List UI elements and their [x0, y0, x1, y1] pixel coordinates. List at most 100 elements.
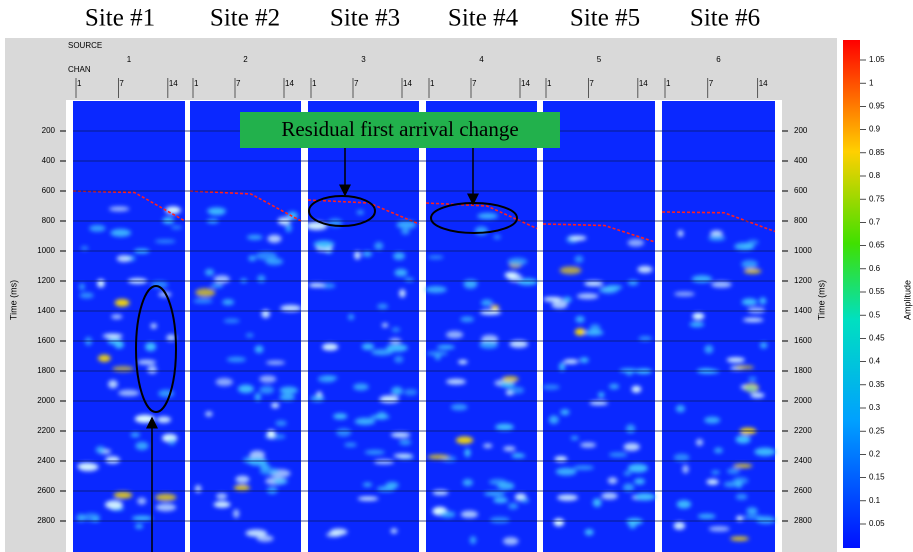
- blob: [195, 288, 216, 297]
- source-number: 4: [479, 55, 484, 64]
- blob: [272, 478, 288, 485]
- blob: [633, 478, 646, 485]
- site-label: Site #4: [448, 5, 519, 32]
- blob: [455, 436, 474, 445]
- texture: [673, 230, 776, 541]
- blob: [727, 468, 740, 475]
- blob: [759, 297, 767, 305]
- blob: [390, 528, 398, 534]
- blob: [704, 416, 721, 424]
- blob: [257, 274, 266, 283]
- chan-tick: 14: [169, 79, 178, 88]
- blob: [266, 486, 278, 494]
- site-label: Site #5: [570, 5, 640, 32]
- blob: [584, 528, 594, 536]
- blob: [271, 402, 280, 409]
- blob: [691, 275, 713, 283]
- time-label-right: Time (ms): [816, 280, 826, 320]
- site-label: Site #6: [690, 5, 760, 32]
- blob: [374, 459, 394, 465]
- blob: [754, 447, 776, 457]
- blob: [255, 251, 277, 261]
- blob: [135, 441, 149, 451]
- texture: [193, 207, 302, 542]
- blob: [394, 268, 408, 277]
- blob: [79, 292, 94, 299]
- blob: [396, 220, 417, 229]
- blob: [267, 234, 282, 243]
- blob: [542, 384, 560, 390]
- blob: [265, 257, 284, 266]
- blob: [130, 432, 141, 438]
- blob: [362, 250, 373, 257]
- blob: [711, 281, 732, 288]
- blob: [108, 379, 118, 389]
- time-tick-left: 2200: [37, 426, 55, 435]
- blob: [634, 493, 656, 501]
- blob: [597, 391, 605, 398]
- blob: [575, 315, 585, 323]
- blob: [354, 417, 376, 426]
- blob: [118, 389, 140, 397]
- blob: [508, 502, 519, 510]
- chan-tick: 14: [521, 79, 530, 88]
- chan-tick: 7: [709, 79, 714, 88]
- time-label-left: Time (ms): [8, 280, 18, 320]
- blob: [158, 291, 172, 298]
- time-tick-left: 2800: [37, 516, 55, 525]
- blob: [154, 239, 176, 244]
- blob: [623, 442, 640, 451]
- blob: [108, 206, 130, 212]
- blob: [374, 241, 384, 251]
- chan-tick: 7: [589, 79, 594, 88]
- colorbar-tick-label: 0.25: [869, 426, 885, 435]
- highlight-ellipse: [135, 285, 177, 413]
- blob: [695, 438, 704, 446]
- blob: [555, 467, 577, 476]
- blob: [569, 235, 587, 241]
- highlight-ellipse: [430, 202, 518, 234]
- time-tick-left: 2400: [37, 456, 55, 465]
- blob: [393, 453, 413, 458]
- site-label: Site #1: [85, 5, 155, 32]
- blob: [631, 385, 642, 393]
- blob: [450, 403, 468, 411]
- blob: [445, 330, 464, 339]
- blob: [493, 497, 508, 504]
- time-tick-right: 400: [794, 156, 808, 165]
- blob: [637, 265, 653, 274]
- blob: [80, 245, 89, 251]
- colorbar-tick-label: 0.75: [869, 194, 885, 203]
- colorbar-tick-label: 0.55: [869, 287, 885, 296]
- blob: [711, 470, 720, 475]
- blob: [493, 234, 501, 240]
- blob: [673, 453, 690, 462]
- blob: [553, 518, 565, 527]
- blob: [215, 378, 233, 386]
- source-label: SOURCE: [68, 41, 102, 50]
- blob: [708, 235, 726, 241]
- blob: [235, 475, 250, 484]
- blob: [428, 255, 444, 260]
- blob: [627, 463, 648, 473]
- blob: [434, 354, 441, 361]
- panel: [426, 101, 537, 552]
- blob: [682, 464, 689, 474]
- blob: [508, 386, 525, 394]
- blob: [326, 532, 342, 538]
- blob: [254, 392, 262, 402]
- blob: [348, 314, 355, 320]
- blob: [362, 482, 373, 487]
- blob: [77, 462, 99, 472]
- blob: [730, 536, 749, 541]
- blob: [570, 435, 579, 441]
- blob: [280, 304, 302, 312]
- blob: [313, 240, 335, 248]
- blob: [78, 283, 86, 291]
- blob: [110, 228, 132, 237]
- blob: [76, 513, 86, 522]
- blob: [364, 449, 385, 455]
- blob: [403, 388, 418, 396]
- blob: [310, 395, 325, 402]
- chan-tick: 7: [354, 79, 359, 88]
